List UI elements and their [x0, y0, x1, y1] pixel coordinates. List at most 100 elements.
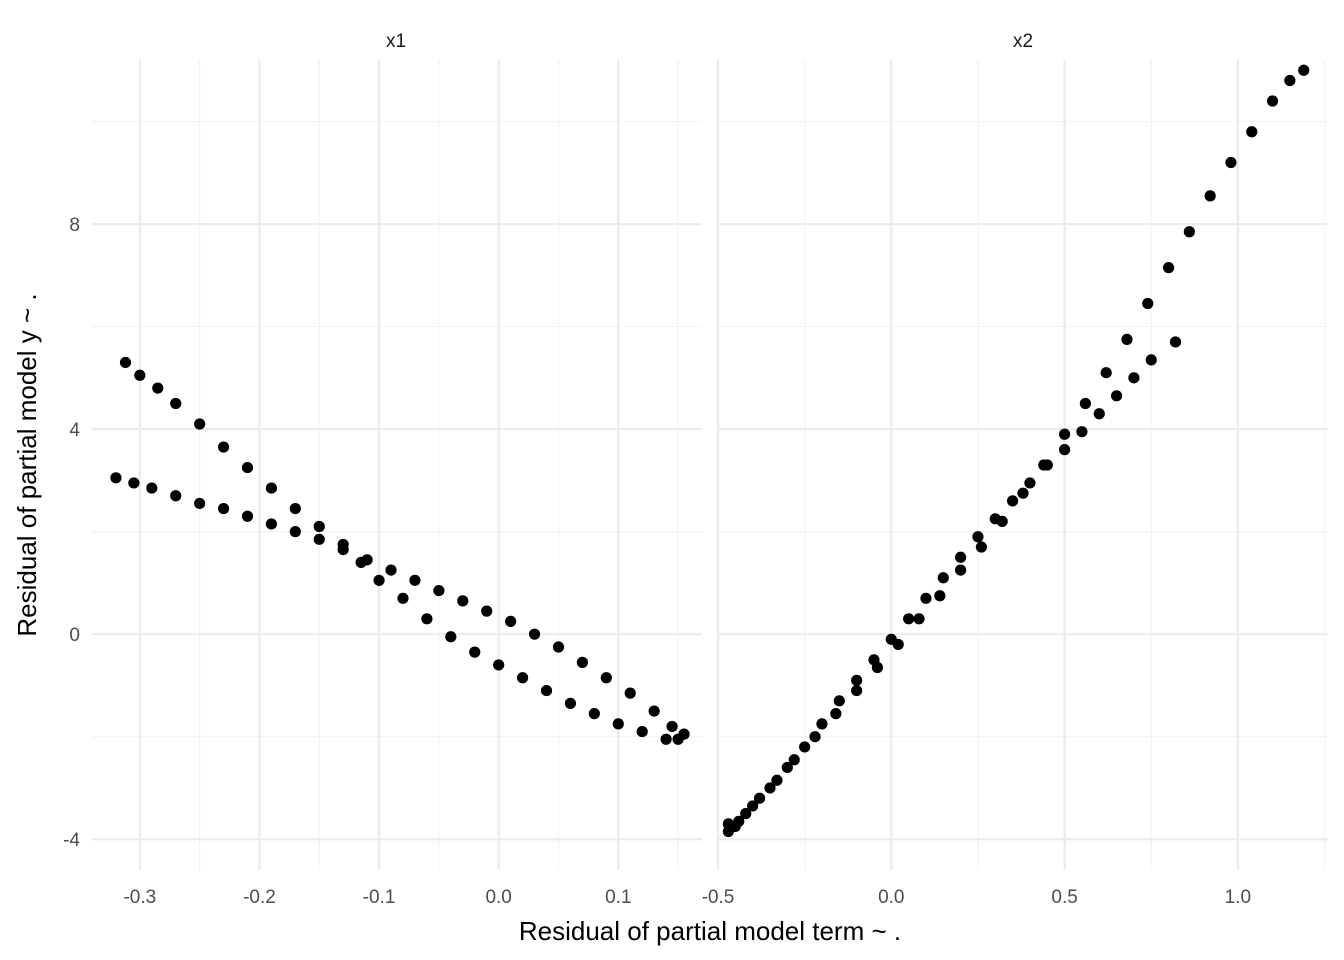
y-tick-label: -4 [63, 830, 80, 851]
data-point [134, 369, 146, 381]
data-point [903, 613, 915, 625]
data-point [1284, 74, 1296, 87]
data-point [648, 705, 660, 717]
data-point [833, 695, 845, 707]
data-point [636, 725, 648, 738]
x-tick-label: 0.5 [1051, 887, 1077, 908]
data-point [516, 672, 529, 684]
data-point [1128, 372, 1140, 384]
data-point [1058, 428, 1071, 440]
data-point [170, 397, 182, 410]
strip-label-x2: x2 [1013, 31, 1033, 52]
data-point [600, 672, 612, 684]
data-point [1058, 444, 1071, 456]
data-point [528, 628, 541, 640]
data-point [1142, 297, 1154, 310]
data-point [937, 572, 949, 584]
data-point [624, 687, 636, 699]
data-point [678, 728, 690, 740]
data-point [170, 490, 182, 502]
data-point [1183, 226, 1195, 238]
strip-label-x1: x1 [386, 31, 406, 52]
data-point [816, 718, 828, 730]
data-point [564, 697, 577, 709]
data-point [361, 554, 373, 566]
data-point [1110, 390, 1123, 402]
data-point [851, 674, 863, 686]
data-point [892, 638, 904, 651]
data-point [788, 754, 800, 766]
data-point [753, 792, 766, 804]
data-point [433, 585, 445, 597]
data-point [128, 477, 140, 489]
data-point [830, 708, 842, 720]
data-point [241, 461, 254, 474]
data-point [588, 708, 600, 720]
data-point [241, 510, 254, 522]
x-tick-label: -0.5 [702, 887, 735, 908]
data-point [1169, 336, 1182, 348]
y-tick-label: 0 [69, 625, 80, 646]
x-tick-label: 0.0 [878, 887, 904, 908]
data-point [1093, 408, 1105, 420]
data-point [660, 733, 672, 745]
data-point [385, 564, 397, 576]
data-point [265, 518, 278, 530]
x-tick-label: -0.1 [363, 887, 396, 908]
data-point [146, 482, 158, 494]
data-point [119, 356, 132, 369]
data-point [1024, 477, 1036, 489]
data-point [913, 613, 925, 625]
data-point [110, 472, 122, 484]
data-point [493, 659, 505, 671]
y-axis-title: Residual of partial model y ~ . [12, 293, 42, 636]
data-point [975, 541, 988, 553]
x-tick-label: 1.0 [1225, 887, 1251, 908]
x-tick-label: -0.2 [243, 887, 276, 908]
data-point [313, 520, 325, 533]
data-point [194, 497, 206, 510]
data-point [1121, 333, 1133, 345]
data-point [289, 526, 301, 538]
data-point [747, 800, 759, 812]
data-point [481, 605, 493, 617]
data-point [740, 808, 752, 820]
data-point [955, 564, 967, 576]
data-point [1225, 156, 1237, 169]
x-tick-label: -0.3 [123, 887, 156, 908]
data-point [612, 718, 624, 730]
data-point [996, 515, 1008, 527]
data-point [337, 543, 349, 556]
data-point [920, 592, 932, 604]
y-tick-label: 8 [69, 215, 80, 236]
y-tick-label: 4 [69, 420, 80, 441]
x-axis-title: Residual of partial model term ~ . [519, 916, 901, 946]
data-point [373, 574, 385, 586]
data-point [217, 502, 230, 515]
data-point [457, 595, 469, 607]
data-point [540, 684, 553, 697]
data-point [552, 641, 565, 653]
data-point [152, 382, 164, 394]
data-point [469, 646, 481, 658]
data-point [934, 590, 946, 602]
data-point [764, 782, 776, 794]
data-point [729, 820, 741, 833]
data-point [1246, 126, 1258, 138]
data-point [1204, 190, 1216, 202]
data-point [1079, 397, 1091, 410]
data-point [1162, 262, 1175, 274]
data-point [955, 551, 967, 563]
data-point [666, 720, 678, 733]
data-point [851, 684, 863, 697]
y-axis: -4 0 4 8 [63, 215, 80, 851]
data-point [505, 615, 517, 627]
data-point [421, 613, 433, 625]
data-point [576, 656, 588, 668]
data-point [313, 533, 325, 545]
panel-x1: x1 -0.3 -0.2 -0.1 0.0 0.1 [92, 31, 702, 908]
data-point [409, 574, 421, 586]
data-point [1298, 64, 1310, 76]
data-point [194, 418, 206, 430]
